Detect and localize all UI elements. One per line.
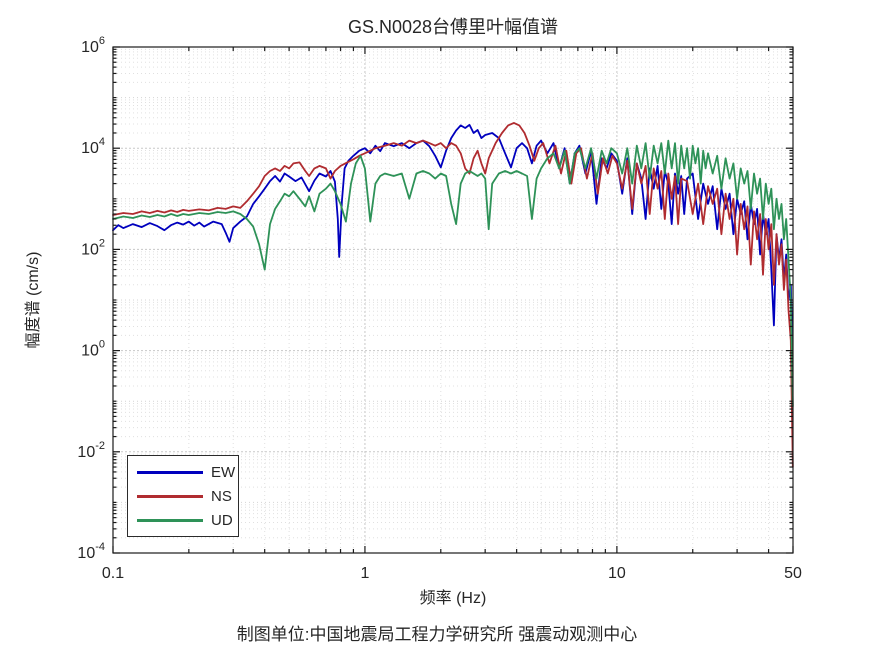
y-tick-label: 102 (81, 237, 105, 258)
legend: EW NS UD (127, 455, 239, 537)
legend-line-ud (137, 518, 203, 522)
legend-line-ew (137, 470, 203, 474)
series-line-ud (112, 139, 794, 408)
y-tick-label: 104 (81, 136, 105, 157)
legend-label-ew: EW (211, 463, 236, 481)
series-lines (112, 122, 794, 468)
series-line-ns (112, 122, 794, 468)
x-tick-label: 0.1 (102, 565, 124, 582)
x-axis-label: 频率 (Hz) (420, 589, 487, 607)
legend-line-ns (137, 494, 203, 498)
legend-item-ns: NS (128, 485, 238, 507)
y-tick-label: 100 (81, 339, 105, 360)
legend-item-ud: UD (128, 509, 238, 531)
x-tick-label: 1 (360, 565, 369, 582)
y-axis-label: 幅度谱 (cm/s) (24, 252, 42, 349)
series-line-ew (112, 124, 794, 352)
x-tick-label: 10 (608, 565, 626, 582)
chart-title: GS.N0028台傅里叶幅值谱 (348, 17, 558, 37)
y-tick-label: 10-4 (77, 541, 105, 562)
legend-label-ud: UD (211, 511, 233, 529)
y-tick-label: 10-2 (77, 440, 105, 461)
x-tick-label: 50 (784, 565, 802, 582)
legend-label-ns: NS (211, 487, 232, 505)
axis-ticks (112, 46, 794, 554)
legend-item-ew: EW (128, 461, 238, 483)
y-tick-label: 106 (81, 35, 105, 56)
grid (113, 47, 793, 553)
caption: 制图单位:中国地震局工程力学研究所 强震动观测中心 (237, 625, 637, 644)
